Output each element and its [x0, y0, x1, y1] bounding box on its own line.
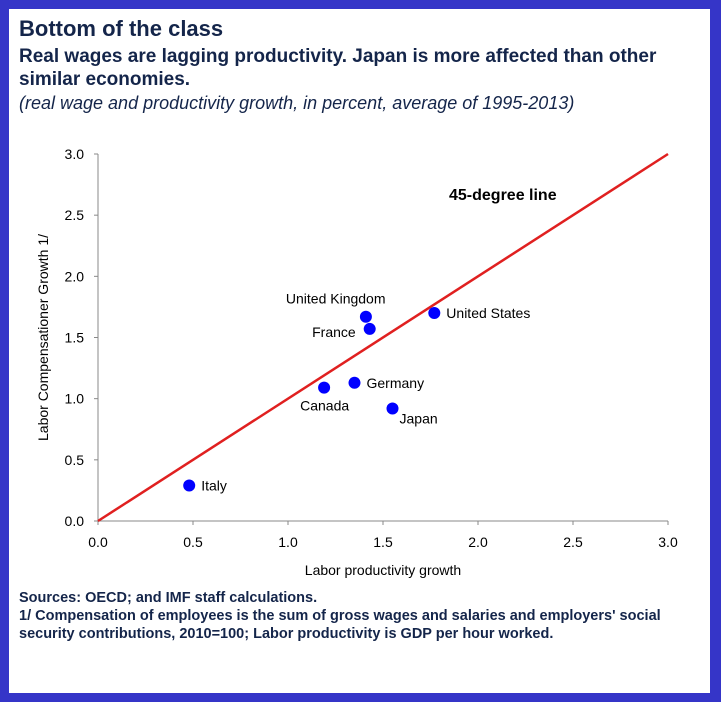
chart-subtitle: Real wages are lagging productivity. Jap… [19, 46, 657, 90]
footnote-sources: Sources: OECD; and IMF staff calculation… [19, 590, 318, 606]
y-tick-label: 0.5 [65, 452, 85, 468]
data-point-italy [183, 479, 196, 492]
data-point-france [363, 322, 376, 335]
x-tick-label: 0.5 [183, 534, 203, 550]
y-axis-label: Labor Compensationer Growth 1/ [35, 234, 51, 441]
chart-title: Bottom of the class [19, 16, 224, 41]
y-tick-label: 2.5 [65, 207, 85, 223]
x-tick-label: 1.0 [278, 534, 298, 550]
x-tick-label: 0.0 [88, 534, 108, 550]
point-label: Germany [367, 375, 425, 391]
y-tick-label: 1.5 [65, 330, 85, 346]
45-degree-line-label: 45-degree line [449, 187, 557, 204]
x-tick-label: 2.5 [563, 534, 583, 550]
y-tick-label: 3.0 [65, 146, 85, 162]
y-tick-label: 2.0 [65, 268, 85, 284]
x-tick-label: 2.0 [468, 534, 488, 550]
data-point-germany [348, 376, 361, 389]
chart-panel [9, 9, 710, 693]
data-point-united-states [428, 307, 441, 320]
footnote-definition: 1/ Compensation of employees is the sum … [19, 608, 661, 642]
data-point-united-kingdom [359, 310, 372, 323]
y-tick-label: 1.0 [65, 391, 85, 407]
y-tick-label: 0.0 [65, 513, 85, 529]
point-label: France [312, 324, 356, 340]
x-tick-label: 1.5 [373, 534, 393, 550]
x-tick-label: 3.0 [658, 534, 678, 550]
data-point-canada [318, 381, 331, 394]
point-label: Canada [300, 398, 349, 414]
point-label: Italy [201, 478, 227, 494]
x-axis-label: Labor productivity growth [305, 562, 461, 578]
45-degree-line [97, 152, 669, 523]
point-label: United Kingdom [286, 291, 386, 307]
point-label: United States [446, 305, 530, 321]
chart-note: (real wage and productivity growth, in p… [19, 93, 575, 113]
footnotes: Sources: OECD; and IMF staff calculation… [19, 589, 679, 643]
data-point-japan [386, 402, 399, 415]
point-label: Japan [400, 410, 438, 426]
